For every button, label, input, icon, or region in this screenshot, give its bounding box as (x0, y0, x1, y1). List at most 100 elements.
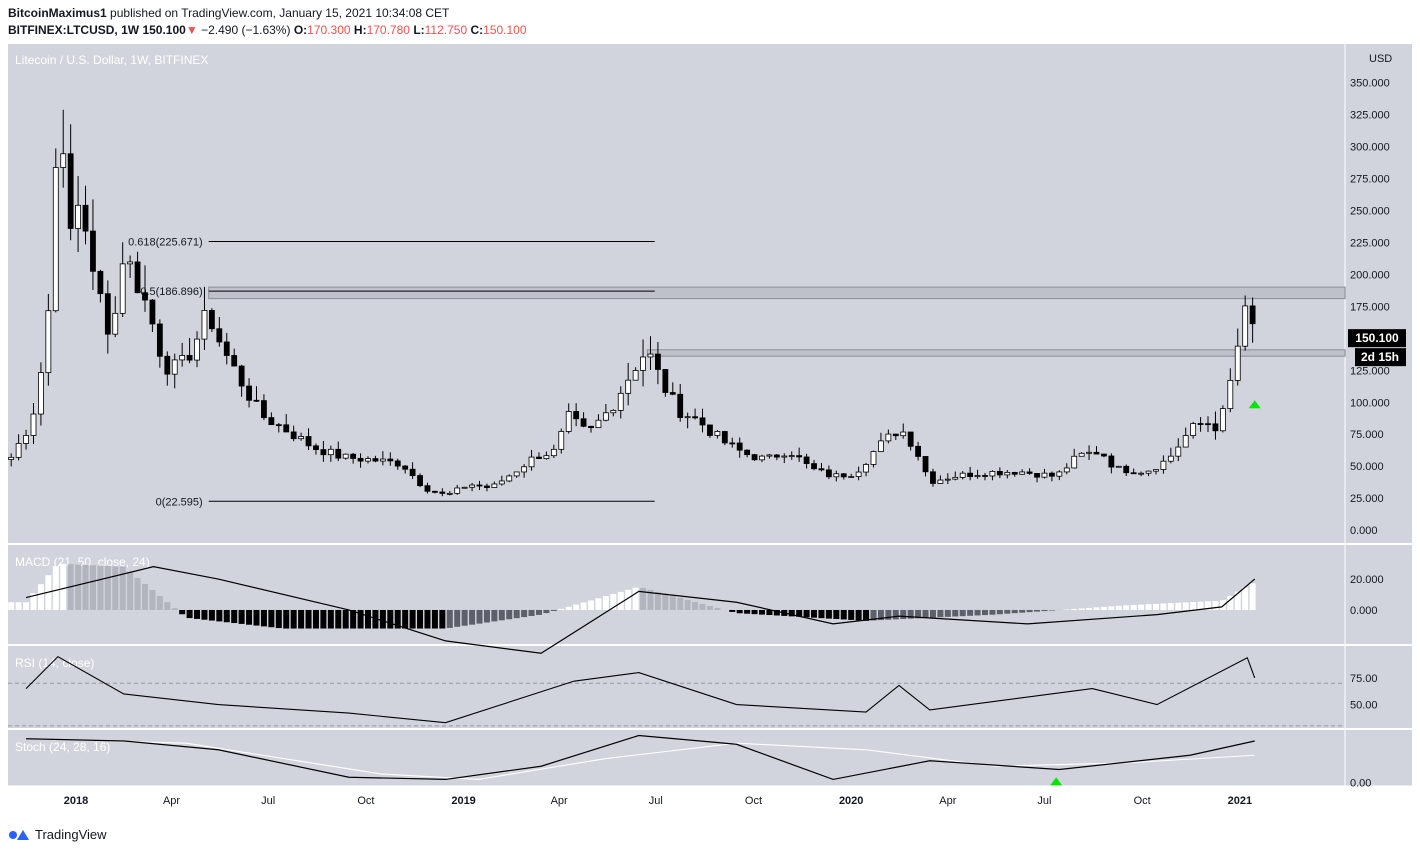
fib-level-label: 0(22.595) (156, 496, 203, 508)
buy-signal-triangle-icon (1248, 400, 1261, 409)
candle-body (223, 341, 230, 356)
candle-body (833, 473, 840, 478)
candle-body (142, 292, 148, 301)
macd-histogram-bar (275, 609, 282, 629)
macd-histogram-bar (119, 566, 126, 610)
candle-body (1019, 471, 1026, 475)
candle-body (714, 431, 721, 436)
tradingview-brand[interactable]: TradingView (35, 826, 107, 842)
macd-histogram-bar (372, 609, 379, 629)
macd-histogram-bar (640, 587, 647, 610)
macd-histogram-bar (967, 609, 974, 616)
chart-area[interactable]: 0.000 25.000 50.000 75.000 100.000 125.000 150… (0, 44, 1412, 816)
symbol-label[interactable]: BITFINEX:LTCUSD, 1W (8, 23, 140, 37)
macd-histogram-bar (1227, 595, 1234, 610)
candle-body (365, 458, 371, 462)
macd-histogram-bar (483, 609, 490, 623)
candle-body (342, 453, 349, 459)
macd-histogram-bar (194, 609, 201, 619)
macd-histogram-bar (863, 609, 870, 621)
candle-body (1167, 455, 1174, 462)
macd-histogram-bar (216, 609, 223, 622)
macd-histogram-bar (588, 600, 595, 610)
macd-histogram-bar (937, 609, 944, 618)
macd-histogram-bar (30, 593, 37, 610)
candle-body (327, 448, 334, 456)
macd-histogram-bar (476, 609, 483, 624)
quote-line: BITFINEX:LTCUSD, 1W 150.100▼ −2.490 (−1.… (8, 23, 527, 37)
candle-body (773, 454, 780, 458)
macd-histogram-bar (677, 597, 684, 610)
macd-histogram-bar (989, 609, 996, 615)
candle-body (669, 392, 676, 395)
candle-body (937, 479, 944, 484)
candle-body (692, 416, 698, 419)
candle-body (528, 456, 535, 468)
candle-body (446, 492, 453, 495)
macd-histogram-bar (1019, 609, 1026, 613)
candle-body (38, 372, 44, 415)
macd-histogram-bar (179, 609, 186, 615)
high-value: 170.780 (366, 23, 410, 37)
candle-body (119, 263, 126, 314)
candle-body (662, 369, 669, 393)
candle-body (231, 355, 238, 367)
close-value: 150.100 (483, 23, 527, 37)
candle-body (402, 465, 409, 470)
macd-histogram-bar (431, 609, 438, 629)
macd-histogram-bar (290, 609, 297, 629)
macd-histogram-bar (1078, 608, 1085, 610)
candle-body (8, 456, 15, 460)
macd-histogram-bar (15, 602, 22, 610)
footer: TradingView (8, 824, 107, 844)
macd-histogram-bar (97, 565, 104, 610)
candle-body (283, 424, 290, 433)
macd-histogram-bar (892, 609, 899, 620)
countdown-label: 2d 15h (1361, 350, 1399, 364)
tradingview-logo-icon[interactable] (8, 827, 30, 841)
candle-body (90, 230, 96, 272)
macd-histogram-bar (944, 609, 951, 617)
candle-body (1153, 469, 1159, 472)
macd-histogram-bar (365, 609, 372, 629)
macd-histogram-bar (268, 609, 275, 628)
candle-body (1108, 455, 1115, 468)
macd-histogram-bar (394, 609, 401, 629)
macd-histogram-bar (156, 596, 163, 610)
macd-histogram-bar (758, 609, 765, 615)
x-tick-label: Oct (745, 795, 762, 807)
open-label: O: (293, 23, 308, 37)
macd-histogram-bar (327, 609, 334, 629)
candle-body (900, 431, 907, 437)
author-name[interactable]: BitcoinMaximus1 (8, 6, 107, 20)
macd-histogram-bar (1175, 602, 1182, 610)
fib-level-label: 0.618(225.671) (128, 236, 203, 248)
macd-histogram-bar (1212, 600, 1219, 610)
macd-histogram-bar (89, 565, 96, 610)
candle-body (959, 472, 966, 478)
macd-histogram-bar (461, 609, 468, 626)
macd-histogram-bar (253, 609, 260, 626)
candle-body (521, 466, 528, 473)
macd-histogram-bar (617, 591, 624, 610)
candle-body (246, 385, 252, 401)
candle-body (840, 473, 847, 478)
candle-body (186, 355, 193, 361)
candle-body (1056, 471, 1063, 477)
down-arrow-icon: ▼ (185, 23, 198, 37)
y-tick-label: 350.000 (1350, 77, 1390, 89)
macd-histogram-bar (558, 608, 565, 610)
macd-histogram-bar (171, 608, 178, 610)
macd-histogram-bar (840, 609, 847, 620)
y-axis-labels-3: 0.00 (1350, 778, 1371, 790)
candle-body (1115, 465, 1122, 468)
candle-body (30, 413, 37, 436)
candle-body (707, 424, 713, 436)
candle-body (1078, 452, 1085, 457)
macd-histogram-bar (402, 609, 409, 629)
macd-histogram-bar (75, 564, 82, 610)
price-pane-title: Litecoin / U.S. Dollar, 1W, BITFINEX (15, 53, 208, 67)
y-tick-label: 325.000 (1350, 109, 1390, 121)
x-tick-label: 2021 (1228, 795, 1252, 807)
macd-pane-title: MACD (21, 50, close, 24) (15, 555, 150, 569)
